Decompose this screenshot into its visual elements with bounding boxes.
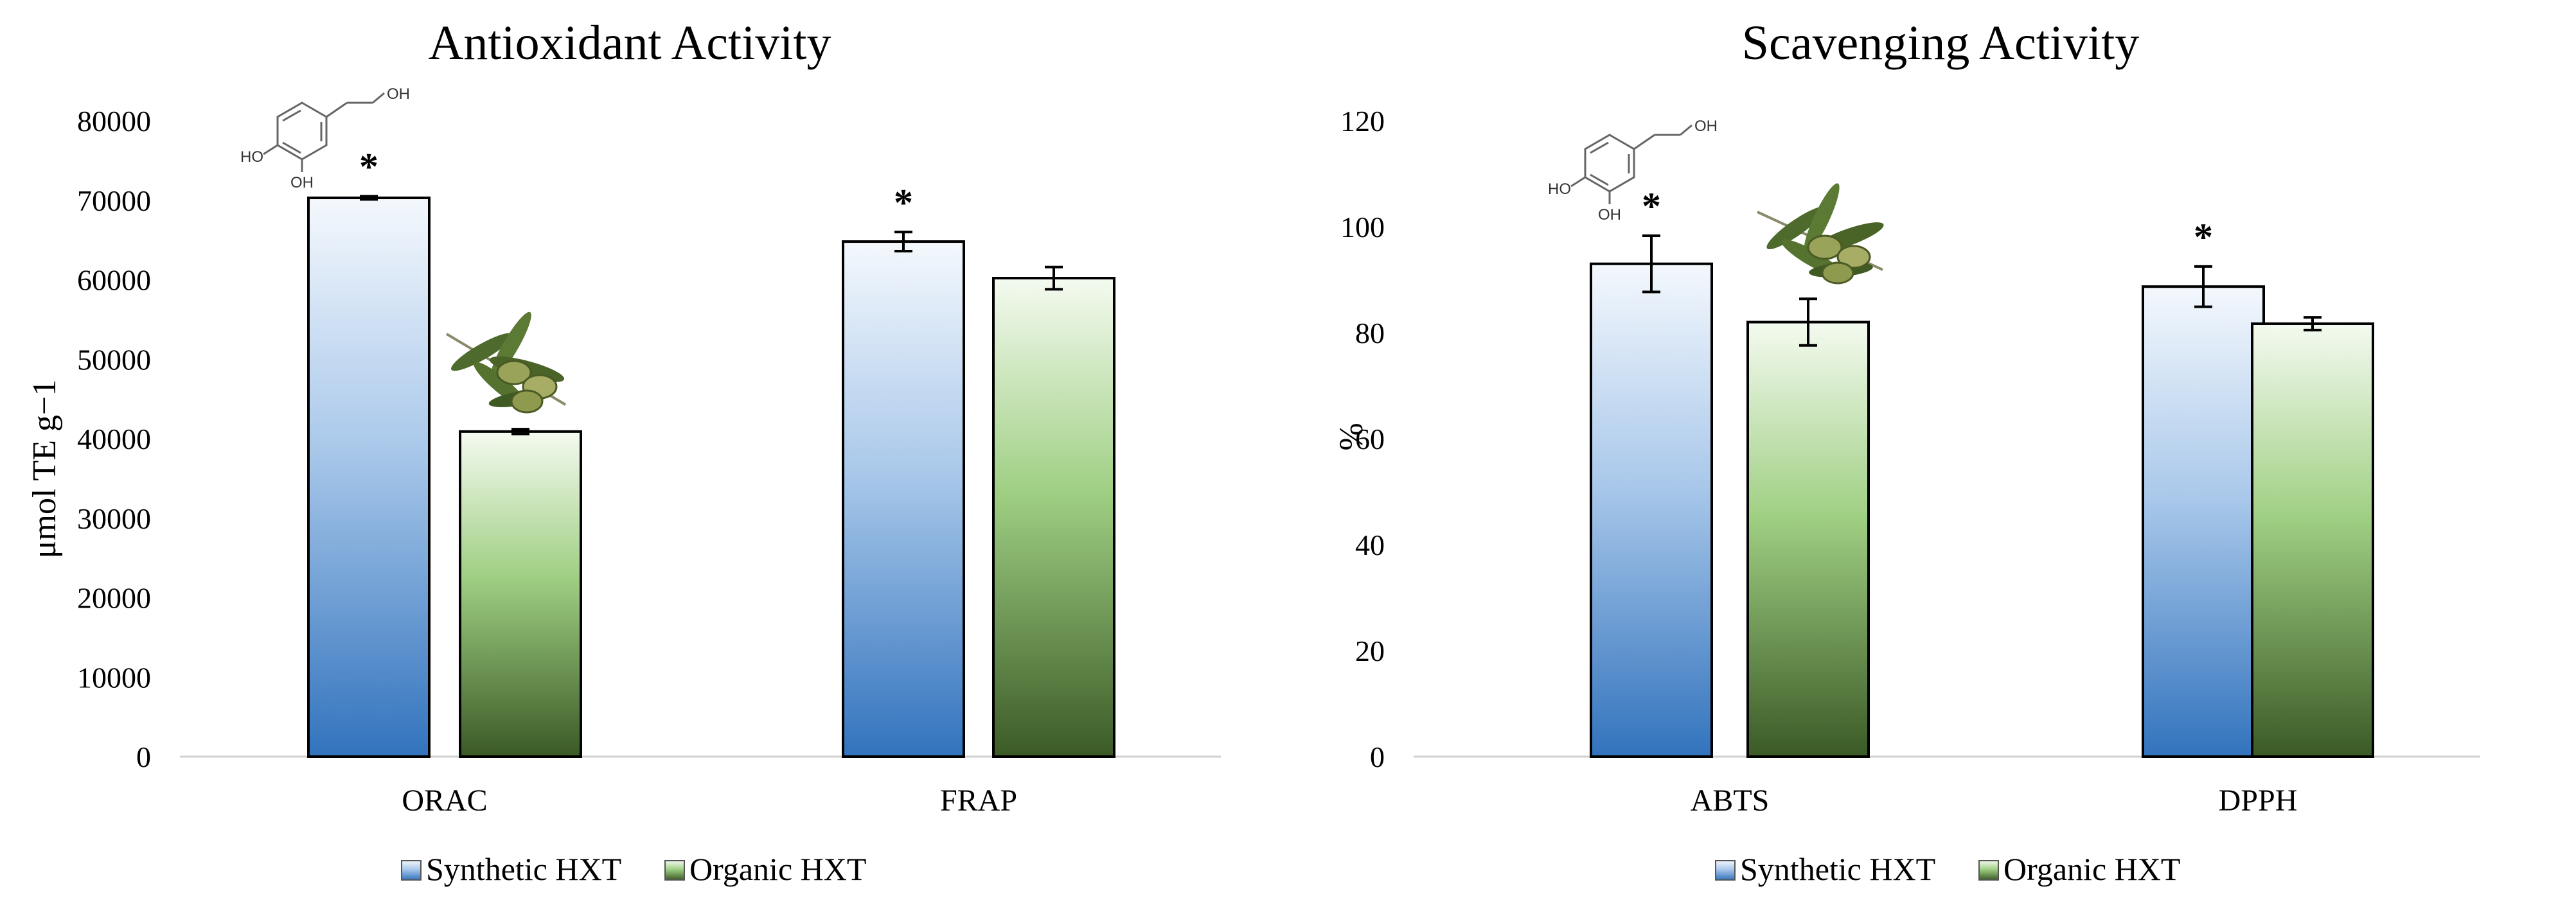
y-tick-label: 70000 (77, 184, 151, 217)
chart-antioxidant-activity: Antioxidant Activity μmol TE g−1 0 10000 2… (26, 16, 1221, 818)
error-bar (2194, 265, 2212, 308)
y-tick-label: 60000 (77, 264, 151, 297)
legend-swatch (1715, 860, 1736, 881)
significance-marker: * (359, 146, 378, 188)
legend-label: Synthetic HXT (1740, 851, 1935, 887)
svg-text:HO: HO (1548, 180, 1571, 198)
chart-title: Antioxidant Activity (429, 16, 831, 70)
significance-marker: * (894, 181, 913, 224)
legend-label: Synthetic HXT (426, 851, 621, 887)
legend-swatch (401, 860, 422, 881)
x-category-label: DPPH (2219, 784, 2298, 818)
legend: Synthetic HXT Organic HXT (1715, 851, 2180, 887)
y-tick-label: 80000 (77, 105, 151, 137)
olive-branch-icon (1757, 183, 1884, 285)
y-tick-label: 120 (1340, 105, 1385, 137)
bar-frap-synthetic (842, 240, 965, 759)
error-bar (2304, 316, 2322, 331)
y-tick-label: 0 (1370, 741, 1385, 773)
y-tick-label: 0 (136, 741, 151, 773)
olive-branch-icon (445, 312, 567, 414)
significance-marker: * (1642, 185, 1661, 227)
significance-marker: * (2194, 216, 2213, 258)
error-bar (1045, 265, 1063, 291)
y-tick-label: 40 (1355, 529, 1385, 561)
error-bar (1799, 297, 1817, 347)
chart-scavenging-activity: Scavenging Activity % 0 20 40 60 80 100 120 * *… (1333, 16, 2480, 818)
y-tick-label: 20 (1355, 635, 1385, 667)
hydroxytyrosol-molecule-icon: OH HO OH (240, 85, 410, 191)
y-axis-label: μmol TE g−1 (26, 380, 63, 559)
y-tick-label: 100 (1340, 211, 1385, 243)
svg-text:HO: HO (240, 148, 263, 166)
y-tick-label: 30000 (77, 502, 151, 535)
bar-orac-organic (459, 430, 582, 758)
x-category-label: ORAC (402, 784, 487, 818)
legend-label: Organic HXT (2003, 851, 2180, 887)
bar-frap-organic (992, 277, 1115, 758)
y-tick-label: 40000 (77, 423, 151, 455)
y-axis-label: % (1333, 423, 1370, 450)
y-tick-label: 60 (1355, 423, 1385, 455)
bar-dpph-organic (2251, 322, 2374, 759)
error-bar (360, 195, 378, 201)
svg-text:OH: OH (387, 85, 410, 103)
legend-swatch (664, 860, 685, 881)
bar-abts-organic (1746, 321, 1870, 758)
x-category-label: ABTS (1691, 784, 1770, 818)
svg-text:OH: OH (290, 174, 314, 191)
hydroxytyrosol-molecule-icon: OH HO OH (1548, 118, 1718, 224)
legend-swatch (1978, 860, 1999, 881)
bar-abts-synthetic (1590, 262, 1713, 758)
y-tick-label: 20000 (77, 582, 151, 615)
y-tick-label: 50000 (77, 343, 151, 376)
x-category-label: FRAP (940, 784, 1017, 818)
svg-text:OH: OH (1694, 118, 1718, 135)
svg-text:OH: OH (1598, 206, 1621, 224)
y-tick-label: 80 (1355, 317, 1385, 349)
chart-title: Scavenging Activity (1742, 16, 2139, 70)
bar-orac-synthetic (307, 197, 431, 759)
error-bar (894, 231, 912, 252)
y-tick-label: 10000 (77, 661, 151, 694)
error-bar (1642, 234, 1660, 294)
legend: Synthetic HXT Organic HXT (401, 851, 866, 887)
legend-label: Organic HXT (689, 851, 866, 887)
error-bar (511, 428, 529, 435)
bar-dpph-synthetic (2142, 285, 2265, 759)
